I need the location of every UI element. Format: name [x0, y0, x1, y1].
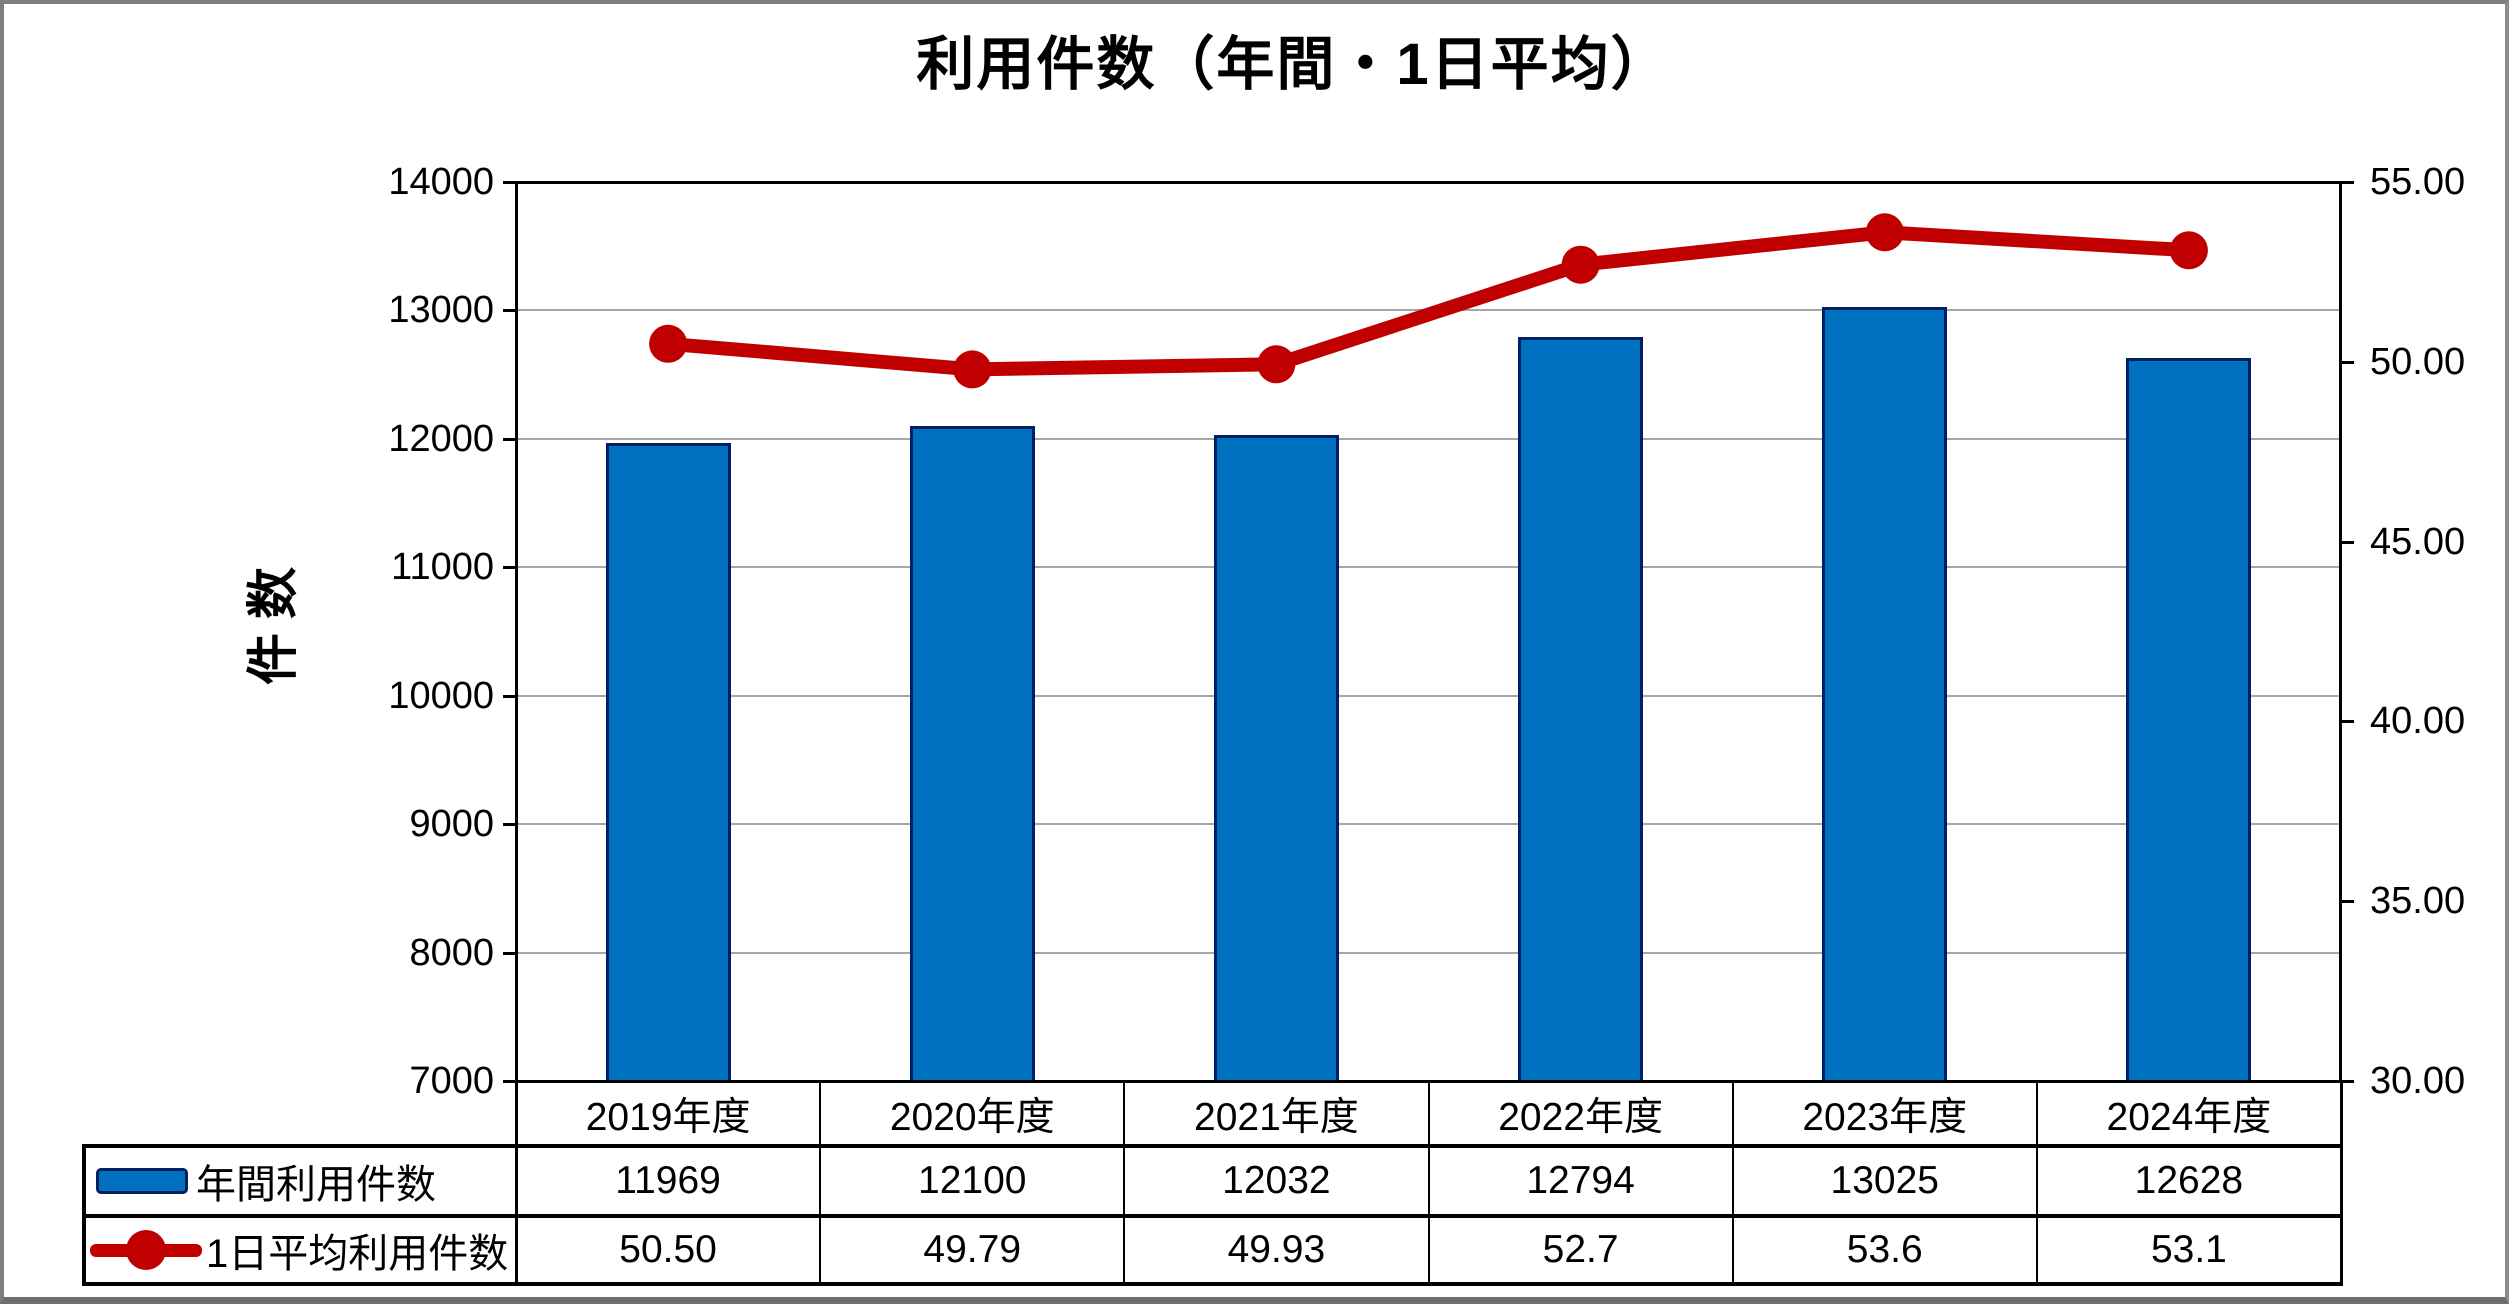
y-axis-tick-label: 8000 [409, 931, 494, 974]
y-axis-tick-label: 10000 [388, 674, 494, 717]
category-cell: 2024年度 [2106, 1095, 2272, 1139]
bar-value-cell: 12628 [2134, 1159, 2244, 1202]
bar-value-cell: 12794 [1526, 1159, 1635, 1202]
legend-item-bar-series: 年間利用件数 [84, 1146, 516, 1216]
y-axis-line [515, 182, 518, 1081]
table-border-v [1427, 1081, 1430, 1284]
y2-axis-tick-label: 45.00 [2370, 520, 2466, 563]
y-axis-tick [503, 181, 516, 184]
y-axis-tick-label: 14000 [388, 161, 494, 203]
line-value-cell: 50.50 [619, 1228, 717, 1271]
y-axis-tick [503, 566, 516, 570]
plot-area [516, 182, 2341, 1081]
y2-axis-tick-label: 50.00 [2370, 340, 2466, 383]
y-axis-tick-label: 9000 [409, 803, 494, 846]
y2-axis-tick [2341, 720, 2354, 724]
y-axis-tick [503, 437, 516, 441]
y2-axis-tick [2341, 181, 2354, 184]
table-border-v [82, 1144, 86, 1286]
bar-value-cell: 12032 [1222, 1159, 1331, 1202]
chart-title: 利用件数（年間・1日平均） [916, 32, 1671, 97]
bar [909, 426, 1035, 1081]
bar [1518, 336, 1644, 1081]
y2-axis-tick-label: 40.00 [2370, 700, 2466, 743]
bar [605, 442, 731, 1081]
gridline [516, 951, 2341, 954]
table-border-h [82, 1282, 2343, 1286]
line-value-cell: 52.7 [1542, 1228, 1619, 1271]
table-border-v [2339, 1081, 2343, 1284]
table-border-h [82, 1214, 2343, 1218]
y2-axis-line [2339, 182, 2342, 1081]
category-cell: 2022年度 [1498, 1095, 1663, 1139]
line-marker [649, 324, 688, 363]
legend-item-line-series: 1日平均利用件数 [84, 1216, 516, 1284]
y-axis-tick-label: 12000 [388, 417, 494, 460]
y2-axis-tick [2341, 360, 2354, 364]
y-axis-tick-label: 7000 [409, 1060, 494, 1102]
bar-series-legend-label: 年間利用件数 [196, 1163, 436, 1207]
bar [1213, 434, 1339, 1081]
category-cell: 2019年度 [585, 1095, 751, 1139]
line-series-legend-label: 1日平均利用件数 [206, 1232, 509, 1276]
line-path [661, 225, 2196, 377]
category-cell: 2021年度 [1194, 1095, 1359, 1139]
gridline [516, 437, 2341, 440]
line-value-cell: 49.93 [1227, 1228, 1326, 1271]
y-axis-tick [503, 823, 516, 827]
bar [1822, 307, 1948, 1081]
line-marker [1257, 345, 1296, 384]
gridline [516, 566, 2341, 569]
bar [2126, 358, 2252, 1081]
table-border-v [1731, 1081, 1734, 1284]
category-cell: 2023年度 [1802, 1095, 1968, 1139]
y2-axis-tick-label: 35.00 [2370, 880, 2466, 923]
table-border-h [82, 1144, 2343, 1148]
y2-axis-tick-label: 55.00 [2370, 161, 2466, 203]
line-marker [1865, 213, 1904, 252]
y2-axis-tick [2341, 900, 2354, 904]
y-axis-tick [503, 694, 516, 698]
table-border-v [2035, 1081, 2038, 1284]
bar-value-cell: 11969 [615, 1159, 721, 1202]
table-border-v [819, 1081, 822, 1284]
y-axis-tick-label: 11000 [391, 546, 494, 589]
table-border-v [514, 1081, 518, 1284]
line-marker [2169, 231, 2208, 270]
line-value-cell: 53.6 [1846, 1228, 1923, 1271]
plot-top-border [515, 181, 2343, 184]
line-marker [1561, 245, 1600, 284]
line-series-legend-marker [126, 1230, 166, 1270]
bar-value-cell: 13025 [1830, 1159, 1939, 1202]
y2-axis-tick [2341, 540, 2354, 544]
y-axis-tick-label: 13000 [388, 289, 494, 332]
y2-axis-tick-label: 30.00 [2370, 1060, 2466, 1102]
gridline [516, 694, 2341, 697]
y2-axis-tick [2341, 1080, 2354, 1083]
table-border-v [1123, 1081, 1126, 1284]
line-series-legend-icon [90, 1227, 202, 1273]
y-axis-tick [503, 1080, 516, 1083]
y-axis-title: 件数 [245, 553, 303, 686]
line-marker [953, 350, 992, 389]
gridline [516, 823, 2341, 826]
line-value-cell: 53.1 [2150, 1228, 2227, 1271]
y-axis-tick [503, 309, 516, 313]
y-axis-tick [503, 951, 516, 955]
line-value-cell: 49.79 [923, 1228, 1022, 1271]
line-series [649, 213, 2208, 389]
bar-value-cell: 12100 [918, 1159, 1027, 1202]
category-cell: 2020年度 [889, 1095, 1055, 1139]
bar-series-legend-icon [96, 1168, 188, 1194]
